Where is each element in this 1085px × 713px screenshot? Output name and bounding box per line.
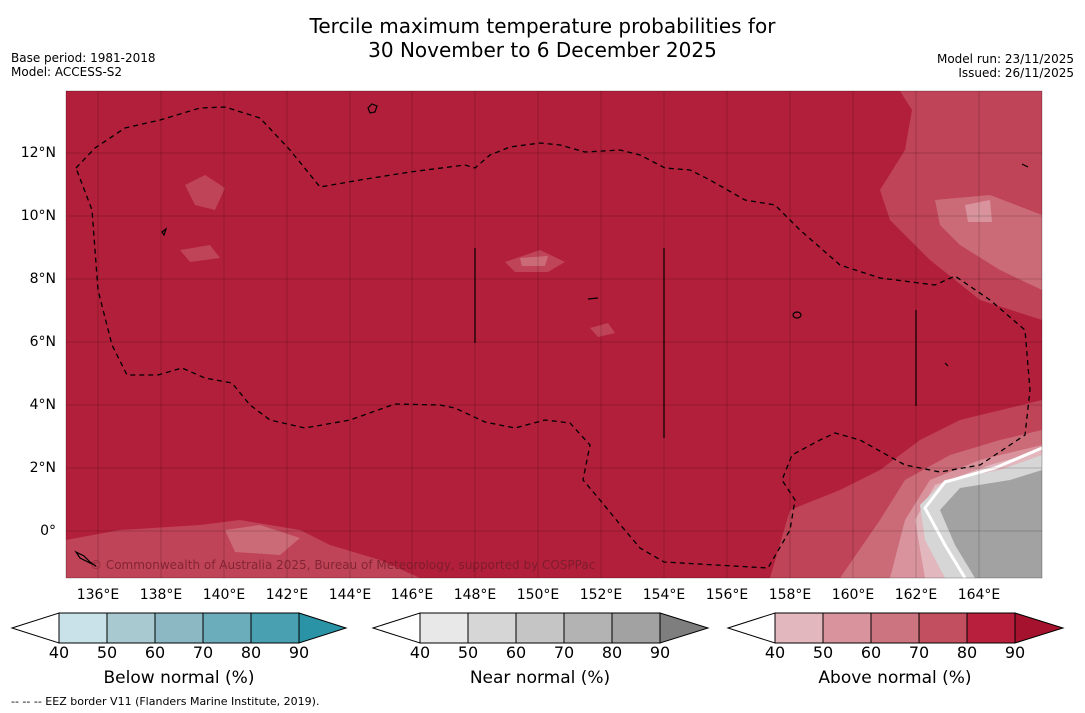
eez-footer: -- -- -- EEZ border V11 (Flanders Marine…: [11, 695, 320, 708]
patch-4: [590, 323, 615, 337]
base-period-text: Base period: 1981-2018: [11, 51, 156, 65]
above-normal-title: Above normal (%): [818, 668, 972, 688]
eez-border: [75, 106, 1031, 569]
meta-left: Base period: 1981-2018 Model: ACCESS-S2: [11, 51, 156, 79]
map-frame: [65, 90, 1043, 579]
lat-label: 0°: [40, 523, 56, 539]
lon-label: 158°E: [768, 587, 812, 603]
lon-label: 144°E: [328, 587, 372, 603]
islands: [74, 103, 1029, 567]
model-run-text: Model run: 23/11/2025: [936, 52, 1074, 66]
near-tick: 70: [553, 643, 575, 662]
lon-label: 164°E: [957, 587, 1001, 603]
lon-label: 148°E: [453, 587, 497, 603]
colorbar-below-normal: [10, 612, 348, 644]
near-tick: 50: [457, 643, 479, 662]
below-tick: 60: [144, 643, 166, 662]
above-normal-50-east: [965, 200, 992, 222]
copyright-text: © Commonwealth of Australia 2025, Bureau…: [90, 558, 596, 572]
below-tick: 50: [96, 643, 118, 662]
patch-1: [185, 175, 225, 210]
near-normal-title: Near normal (%): [469, 668, 611, 688]
below-tick: 70: [192, 643, 214, 662]
lat-label: 10°N: [20, 208, 56, 224]
near-normal-80: [940, 470, 1042, 578]
below-tick: 90: [288, 643, 310, 662]
lon-label: 152°E: [579, 587, 623, 603]
lon-label: 162°E: [894, 587, 938, 603]
lon-label: 154°E: [642, 587, 686, 603]
near-tick: 40: [409, 643, 431, 662]
patch-3: [520, 256, 548, 266]
above-tick: 90: [1004, 643, 1026, 662]
probability-field: [66, 91, 1042, 578]
above-normal-60-southwest: [225, 525, 300, 555]
above-tick: 40: [764, 643, 786, 662]
lon-label: 138°E: [139, 587, 183, 603]
lon-label: 136°E: [76, 587, 120, 603]
lon-label: 140°E: [202, 587, 246, 603]
above-tick: 50: [812, 643, 834, 662]
title-line-1: Tercile maximum temperature probabilitie…: [309, 14, 776, 38]
lon-label: 150°E: [516, 587, 560, 603]
model-text: Model: ACCESS-S2: [11, 65, 123, 79]
colorbar-near-normal: [371, 612, 710, 644]
lat-label: 12°N: [20, 145, 56, 161]
below-tick: 40: [48, 643, 70, 662]
above-tick: 60: [860, 643, 882, 662]
issued-text: Issued: 26/11/2025: [958, 66, 1074, 80]
lon-label: 156°E: [705, 587, 749, 603]
meta-right: Model run: 23/11/2025 Issued: 26/11/2025: [937, 52, 1074, 80]
lat-label: 8°N: [29, 271, 56, 287]
lon-label: 146°E: [390, 587, 434, 603]
lat-label: 4°N: [29, 397, 56, 413]
tercile-boundary: [923, 446, 1042, 578]
lat-label: 2°N: [29, 460, 56, 476]
map-title: Tercile maximum temperature probabilitie…: [0, 14, 1085, 62]
below-tick: 80: [240, 643, 262, 662]
above-tick: 80: [956, 643, 978, 662]
above-tick: 70: [908, 643, 930, 662]
near-tick: 80: [601, 643, 623, 662]
lat-label: 6°N: [29, 334, 56, 350]
near-tick: 60: [505, 643, 527, 662]
near-tick: 90: [649, 643, 671, 662]
patch-5: [180, 245, 220, 262]
above-normal-60-east: [935, 195, 1042, 290]
lon-label: 160°E: [831, 587, 875, 603]
title-line-2: 30 November to 6 December 2025: [368, 38, 717, 62]
below-normal-title: Below normal (%): [103, 668, 255, 688]
colorbar-above-normal: [726, 612, 1065, 644]
lon-label: 142°E: [265, 587, 309, 603]
